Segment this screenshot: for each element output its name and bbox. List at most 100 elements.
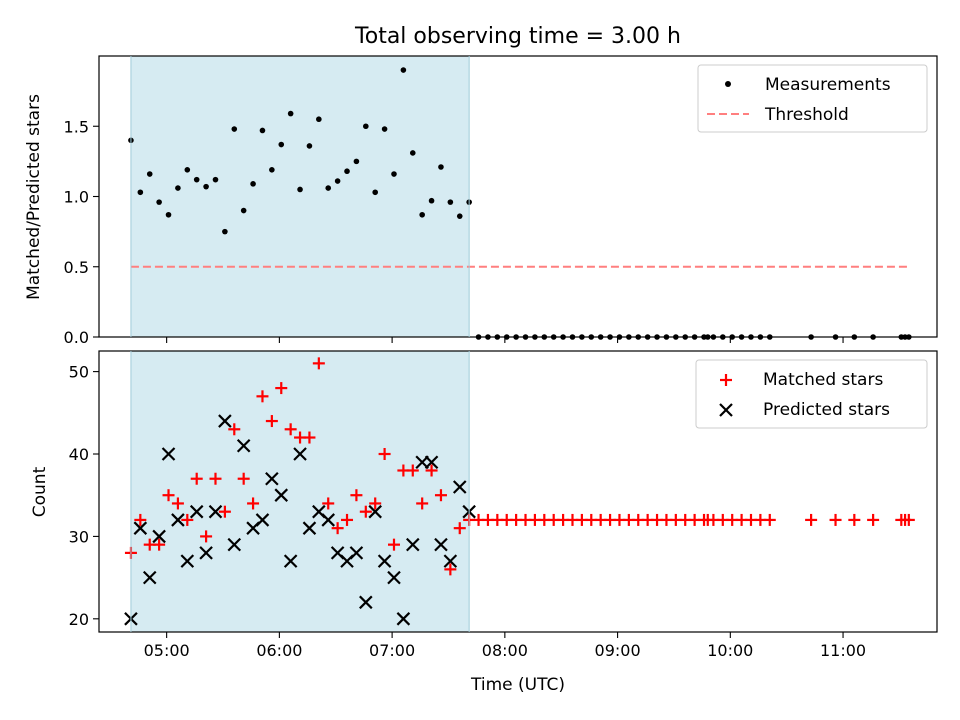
measurement-point bbox=[269, 167, 275, 173]
matched-point bbox=[190, 472, 203, 485]
legend-label-matched: Matched stars bbox=[763, 370, 883, 390]
matched-point bbox=[218, 505, 231, 518]
matched-point bbox=[848, 513, 861, 526]
x-tick-label: 10:00 bbox=[707, 641, 753, 660]
matched-point bbox=[341, 513, 354, 526]
predicted-point bbox=[443, 554, 458, 568]
measurement-point bbox=[381, 126, 388, 132]
measurement-point bbox=[316, 116, 322, 123]
matched-point bbox=[434, 489, 447, 502]
matched-point bbox=[387, 538, 400, 551]
measurement-point bbox=[456, 213, 463, 219]
matched-point bbox=[378, 448, 391, 461]
x-tick-label: 06:00 bbox=[256, 641, 302, 660]
matched-point bbox=[265, 415, 278, 428]
measurement-panel: 0.0 0.5 1.0 1.5 Matched/Predicted stars Mea… bbox=[24, 55, 938, 347]
predicted-point bbox=[349, 546, 364, 560]
predicted-point bbox=[368, 504, 382, 519]
measurement-point bbox=[400, 67, 407, 73]
measurement-point bbox=[372, 189, 379, 196]
matched-point bbox=[359, 505, 372, 518]
legend: Matched stars Predicted stars bbox=[695, 359, 928, 429]
legend-dot-marker bbox=[725, 81, 731, 87]
predicted-point bbox=[208, 504, 223, 519]
matched-point bbox=[369, 497, 382, 510]
predicted-point bbox=[302, 521, 317, 535]
y-tick-label: 40 bbox=[69, 445, 89, 464]
legend-label-predicted: Predicted stars bbox=[763, 400, 890, 420]
y-tick-label: 0.5 bbox=[64, 258, 89, 277]
measurement-point bbox=[184, 167, 191, 173]
y-axis-label: Count bbox=[30, 466, 50, 517]
predicted-point bbox=[171, 513, 185, 527]
matched-point bbox=[425, 464, 438, 477]
x-tick-label: 05:00 bbox=[144, 641, 190, 660]
x-axis-label: Time (UTC) bbox=[470, 675, 565, 695]
observing-window-shading bbox=[130, 56, 470, 337]
predicted-point bbox=[189, 504, 204, 519]
chart-title: Total observing time = 3.00 h bbox=[354, 24, 681, 49]
predicted-point bbox=[199, 546, 213, 560]
predicted-point bbox=[180, 554, 195, 568]
matched-point bbox=[829, 513, 842, 526]
matched-point bbox=[181, 513, 194, 526]
measurement-point bbox=[287, 110, 294, 117]
predicted-point bbox=[236, 438, 251, 453]
measurement-point bbox=[278, 141, 285, 148]
matched-point bbox=[209, 472, 222, 485]
matched-point bbox=[200, 530, 213, 543]
measurement-point bbox=[146, 171, 153, 177]
matched-point bbox=[312, 357, 325, 370]
predicted-point bbox=[387, 570, 401, 585]
measurement-point bbox=[325, 185, 332, 191]
predicted-point bbox=[218, 414, 232, 428]
matched-point bbox=[247, 497, 260, 510]
predicted-point bbox=[424, 455, 439, 470]
matched-point bbox=[406, 464, 419, 477]
measurement-point bbox=[203, 183, 209, 190]
y-tick-label: 0.0 bbox=[64, 328, 89, 347]
matched-point bbox=[763, 513, 776, 526]
matched-point bbox=[322, 497, 335, 510]
matched-point bbox=[228, 423, 241, 436]
measurement-point bbox=[438, 164, 444, 170]
matched-point bbox=[134, 513, 147, 526]
measurement-point bbox=[156, 199, 162, 205]
matched-point bbox=[805, 513, 818, 526]
measurement-point bbox=[193, 176, 200, 183]
measurement-point bbox=[363, 123, 369, 130]
predicted-point bbox=[396, 612, 411, 626]
measurement-point bbox=[175, 185, 181, 191]
observing-window-shading bbox=[130, 351, 470, 632]
predicted-point bbox=[321, 513, 336, 527]
y-tick-label: 50 bbox=[69, 363, 89, 382]
matched-point bbox=[444, 563, 457, 576]
matched-point bbox=[303, 431, 316, 444]
predicted-point bbox=[152, 529, 166, 544]
measurement-point bbox=[222, 228, 228, 235]
y-tick-label: 1.5 bbox=[64, 117, 89, 136]
predicted-point bbox=[227, 537, 242, 552]
matched-point bbox=[162, 489, 175, 502]
measurement-point bbox=[297, 186, 303, 193]
matched-point bbox=[284, 423, 297, 436]
count-panel: 05:00 06:00 07:00 08:00 09:00 10:00 11:00 20 30 4… bbox=[30, 350, 938, 695]
measurement-point bbox=[391, 171, 397, 177]
x-tick-label: 08:00 bbox=[482, 641, 528, 660]
measurement-point bbox=[231, 126, 238, 132]
y-tick-label: 20 bbox=[69, 610, 89, 629]
legend-x-marker bbox=[719, 403, 733, 417]
predicted-point bbox=[274, 488, 289, 502]
measurement-point bbox=[447, 199, 454, 205]
legend-plus-marker bbox=[720, 374, 732, 386]
measurement-point bbox=[334, 178, 341, 184]
predicted-point bbox=[142, 570, 157, 585]
measurement-point bbox=[240, 207, 247, 214]
legend-box bbox=[697, 64, 928, 133]
predicted-point bbox=[359, 595, 373, 610]
matched-point bbox=[331, 522, 344, 535]
x-tick-label: 09:00 bbox=[595, 641, 641, 660]
plot-frame bbox=[98, 55, 938, 338]
measurement-point bbox=[344, 168, 350, 175]
